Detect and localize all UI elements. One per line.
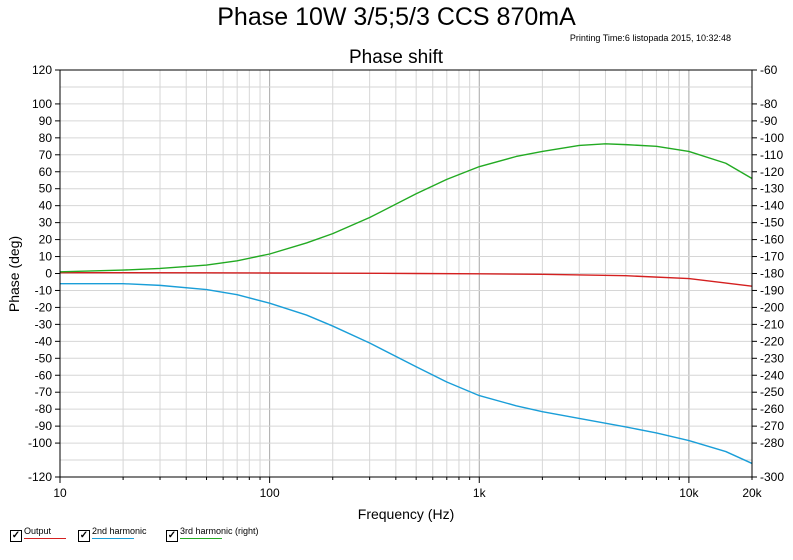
y-tick-label-right: -150 [760,216,784,230]
y-tick-label-left: 30 [39,216,53,230]
y-tick-label-left: -80 [35,402,53,416]
y-tick-label-left: 70 [39,148,53,162]
y-tick-label-left: 80 [39,131,53,145]
axis-ticks: 1201009080706050403020100-10-20-30-40-50… [28,63,784,500]
y-tick-label-left: 60 [39,165,53,179]
legend-label-3rd-harmonic: 3rd harmonic (right) [180,526,259,536]
x-tick-label: 10k [679,486,699,500]
printing-time: Printing Time:6 listopada 2015, 10:32:48 [569,33,731,43]
y-tick-label-right: -170 [760,250,784,264]
y-tick-label-right: -90 [760,114,778,128]
y-tick-label-right: -270 [760,419,784,433]
y-tick-label-right: -110 [760,148,783,162]
x-axis-label: Frequency (Hz) [358,506,454,522]
x-tick-label: 20k [742,486,762,500]
legend-swatch-3rd-harmonic [180,538,222,539]
y-tick-label-right: -260 [760,402,784,416]
y-tick-label-left: 90 [39,114,53,128]
y-axis-label: Phase (deg) [6,236,22,312]
checkbox-output[interactable]: ✓ [10,530,22,542]
y-tick-label-left: -50 [35,351,53,365]
y-tick-label-left: -70 [35,385,53,399]
y-tick-label-left: 0 [45,267,52,281]
y-tick-label-right: -300 [760,470,784,484]
y-tick-label-left: -10 [35,283,53,297]
y-tick-label-right: -80 [760,97,778,111]
y-tick-label-right: -190 [760,283,784,297]
y-tick-label-left: -100 [28,436,52,450]
y-tick-label-left: -30 [35,317,53,331]
y-tick-label-right: -210 [760,317,784,331]
y-tick-label-right: -200 [760,300,784,314]
y-tick-label-left: 10 [39,250,53,264]
y-tick-label-left: 100 [32,97,52,111]
y-tick-label-left: 50 [39,182,53,196]
series-2nd-harmonic [60,282,753,465]
x-tick-label: 10 [53,486,67,500]
legend-label-2nd-harmonic: 2nd harmonic [92,526,147,536]
checkbox-3rd-harmonic[interactable]: ✓ [166,530,178,542]
y-tick-label-left: -90 [35,419,53,433]
legend-swatch-output [24,538,66,539]
y-tick-label-right: -280 [760,436,784,450]
series-output [60,271,753,287]
y-tick-label-left: 40 [39,199,53,213]
chart-title: Phase shift [349,47,444,68]
y-tick-label-right: -120 [760,165,784,179]
x-tick-label: 1k [473,486,487,500]
legend-swatch-2nd-harmonic [92,538,134,539]
y-tick-label-right: -230 [760,351,784,365]
page-title: Phase 10W 3/5;5/3 CCS 870mA [217,3,576,31]
y-tick-label-left: -40 [35,334,53,348]
y-tick-label-right: -250 [760,385,784,399]
legend-label-output: Output [24,526,52,536]
series-layer [59,143,753,465]
x-tick-label: 100 [260,486,280,500]
y-tick-label-left: 120 [32,63,52,77]
y-tick-label-right: -160 [760,233,784,247]
y-tick-label-right: -220 [760,334,784,348]
y-tick-label-right: -180 [760,267,784,281]
y-tick-label-right: -140 [760,199,784,213]
y-tick-label-right: -130 [760,182,784,196]
y-tick-label-right: -100 [760,131,784,145]
y-tick-label-right: -240 [760,368,784,382]
y-tick-label-left: 20 [39,233,53,247]
y-tick-label-left: -20 [35,300,53,314]
series-3rd-harmonic [59,143,753,273]
y-tick-label-left: -60 [35,368,53,382]
y-tick-label-left: -120 [28,470,52,484]
y-tick-label-right: -60 [760,63,778,77]
checkbox-2nd-harmonic[interactable]: ✓ [78,530,90,542]
